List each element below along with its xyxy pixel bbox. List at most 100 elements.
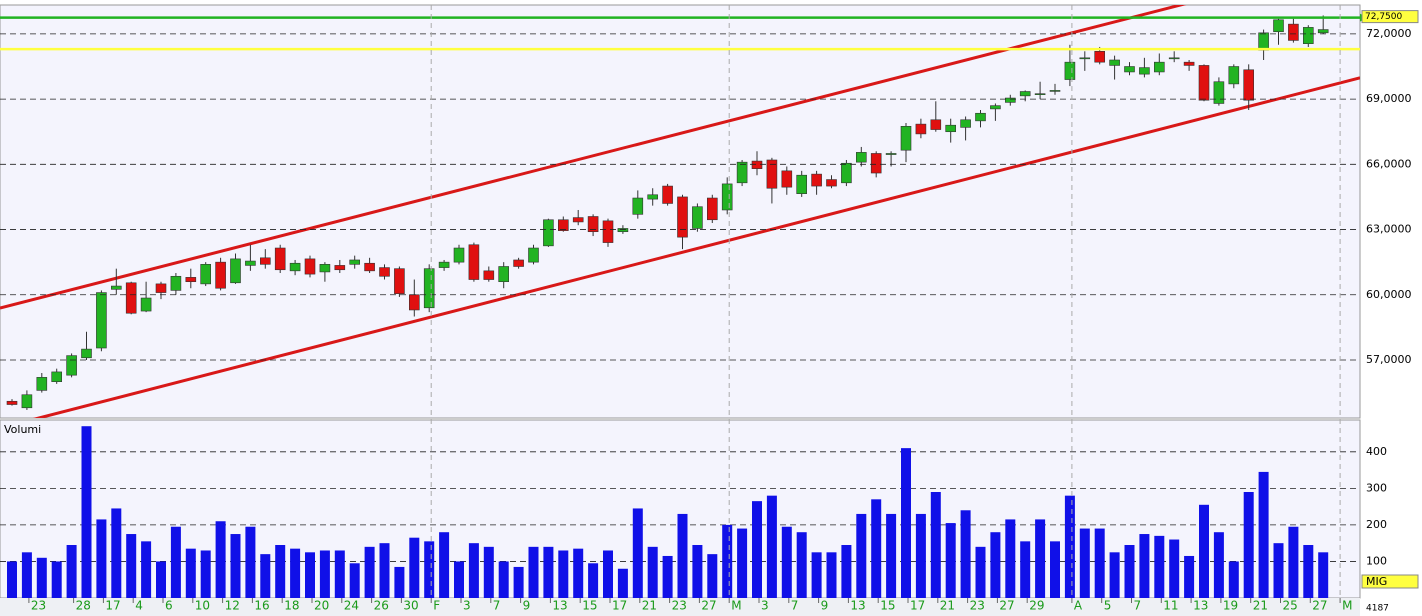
candle-body — [66, 355, 77, 376]
candle-body — [1124, 66, 1135, 73]
candle-body — [274, 247, 286, 271]
volume-bar — [379, 543, 390, 598]
candle-body — [1273, 19, 1284, 33]
volume-bar — [141, 541, 152, 598]
corner-box — [1361, 574, 1419, 589]
candle-body — [289, 262, 301, 272]
y-tick-label: 100 — [1366, 554, 1387, 567]
volume-bar — [66, 545, 77, 598]
volume-bar — [945, 523, 956, 598]
y-tick-label: 400 — [1366, 445, 1387, 458]
candle-body — [855, 152, 867, 163]
volume-bar — [1303, 545, 1314, 598]
candle-body — [513, 259, 524, 267]
candle-body — [1213, 81, 1225, 104]
price-plot — [0, 5, 1360, 418]
candle-body — [1228, 66, 1240, 85]
x-tick-label: 15 — [880, 599, 895, 613]
volume-bar — [1050, 541, 1060, 598]
x-tick-label: 21 — [642, 599, 657, 613]
x-tick-label: 9 — [821, 599, 829, 613]
candle-body — [1139, 67, 1150, 75]
x-tick-label: 19 — [1223, 599, 1238, 613]
volume-bar — [1154, 535, 1165, 598]
level-label-box — [1361, 10, 1419, 24]
x-tick-label: 3 — [761, 599, 769, 613]
candle-body — [155, 283, 167, 293]
volume-bar — [811, 552, 822, 598]
volume-bar — [617, 568, 628, 598]
volume-bar — [498, 561, 509, 598]
candle-body — [721, 183, 733, 211]
candle-body — [617, 228, 629, 233]
candle-body — [170, 275, 182, 291]
candle-body — [587, 216, 599, 233]
x-tick-label: 17 — [105, 599, 120, 613]
volume-bar — [603, 550, 613, 598]
volume-bar — [662, 555, 673, 598]
volume-title: Volumi — [4, 423, 41, 436]
candle-body — [1288, 23, 1299, 41]
x-tick-label: 11 — [1163, 599, 1178, 613]
volume-bar — [707, 554, 718, 598]
candle-body — [662, 185, 673, 204]
volume-bar — [409, 537, 420, 598]
volume-bar — [51, 561, 62, 598]
volume-bar — [1139, 534, 1150, 598]
candle-body — [51, 371, 63, 382]
volume-bar — [1124, 545, 1135, 598]
volume-bar — [990, 532, 1001, 598]
candle-body — [6, 400, 18, 405]
volume-bar — [319, 550, 330, 598]
volume-bar — [185, 548, 196, 598]
volume-bar — [81, 426, 92, 598]
candle-body — [483, 270, 495, 280]
x-tick-label: 10 — [195, 599, 210, 613]
candle-body — [1168, 57, 1180, 60]
volume-bar — [543, 546, 554, 598]
candle-body — [572, 217, 584, 223]
volume-bar — [1184, 555, 1195, 598]
x-tick-label: 27 — [999, 599, 1014, 613]
y-tick-label: 66,0000 — [1366, 157, 1412, 170]
volume-bar — [1020, 541, 1031, 598]
candle-body — [379, 267, 390, 277]
candle-body — [1198, 65, 1210, 101]
volume-bar — [1258, 471, 1269, 598]
volume-bar — [573, 548, 584, 598]
candle-body — [140, 297, 152, 312]
x-tick-label: 18 — [284, 599, 299, 613]
volume-bar — [871, 499, 882, 598]
x-tick-label: 26 — [374, 599, 389, 613]
candle-body — [319, 264, 331, 273]
volume-bar — [856, 513, 867, 598]
volume-bar — [483, 546, 494, 598]
x-tick-label: A — [1074, 599, 1083, 613]
volume-bar — [394, 566, 405, 598]
candle-body — [1094, 50, 1105, 63]
volume-bar — [96, 519, 107, 598]
candle-body — [706, 197, 718, 221]
volume-bar — [245, 526, 256, 598]
x-tick-label: 29 — [1029, 599, 1044, 613]
volume-bar — [468, 543, 479, 598]
candle-body — [1154, 61, 1165, 73]
y-tick-label: 300 — [1366, 481, 1387, 494]
volume-bar — [752, 501, 762, 598]
volume-bar — [1169, 539, 1180, 598]
x-tick-label: 4 — [135, 599, 143, 613]
volume-bar — [275, 545, 286, 598]
volume-bar — [305, 552, 315, 598]
volume-bar — [826, 552, 837, 598]
x-tick-label: 23 — [672, 599, 687, 613]
x-tick-label: 13 — [850, 599, 865, 613]
volume-bar — [901, 448, 911, 598]
y-tick-label: 63,0000 — [1366, 223, 1412, 236]
volume-bar — [21, 552, 32, 598]
candle-body — [543, 219, 554, 247]
candle-body — [230, 258, 241, 284]
candle-body — [259, 257, 271, 265]
volume-bar — [260, 554, 271, 598]
volume-bar — [156, 561, 166, 598]
